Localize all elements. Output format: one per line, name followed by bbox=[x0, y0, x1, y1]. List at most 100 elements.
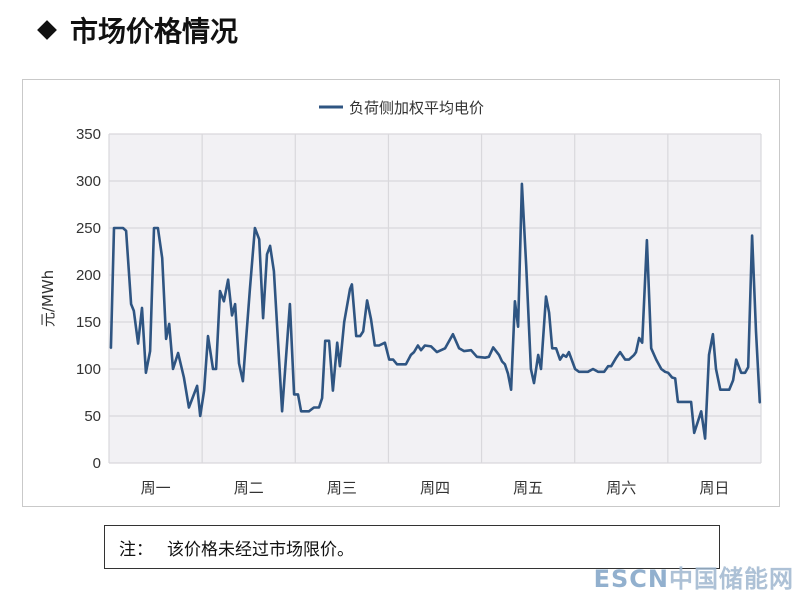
data-point bbox=[324, 340, 326, 342]
data-point bbox=[660, 368, 663, 370]
data-point bbox=[196, 385, 198, 387]
data-point bbox=[578, 371, 580, 373]
data-point bbox=[565, 355, 567, 358]
data-point bbox=[476, 355, 478, 358]
y-tick-label: 100 bbox=[76, 361, 101, 378]
data-point bbox=[168, 323, 170, 325]
data-point bbox=[559, 358, 561, 361]
data-point bbox=[313, 406, 315, 409]
data-point bbox=[751, 234, 753, 237]
data-point bbox=[199, 415, 202, 417]
data-point bbox=[693, 432, 696, 434]
data-point bbox=[378, 344, 380, 347]
data-point bbox=[633, 354, 635, 356]
data-point bbox=[537, 354, 540, 356]
data-point bbox=[242, 380, 244, 383]
data-point bbox=[281, 410, 283, 413]
data-point bbox=[667, 371, 670, 374]
data-point bbox=[234, 303, 236, 305]
watermark-logo: ESCN中国储能网 bbox=[594, 559, 794, 594]
data-point bbox=[740, 371, 743, 374]
data-point bbox=[362, 330, 365, 333]
data-point bbox=[507, 372, 509, 375]
data-point bbox=[332, 389, 334, 392]
data-point bbox=[351, 283, 353, 286]
data-point bbox=[321, 397, 323, 399]
data-point bbox=[664, 371, 666, 373]
data-point bbox=[359, 335, 361, 337]
page-title-text: 市场价格情况 bbox=[70, 15, 239, 48]
data-point bbox=[562, 354, 564, 356]
data-point bbox=[417, 344, 419, 347]
data-point bbox=[420, 349, 422, 352]
data-point bbox=[525, 264, 528, 267]
data-point bbox=[747, 366, 749, 368]
data-point bbox=[396, 363, 398, 366]
x-tick-label: 周三 bbox=[327, 479, 357, 497]
data-point bbox=[690, 401, 692, 403]
data-point bbox=[470, 349, 472, 352]
data-point bbox=[548, 311, 550, 314]
data-point bbox=[366, 299, 368, 302]
data-point bbox=[269, 245, 271, 247]
data-point bbox=[349, 288, 351, 290]
x-tick-label: 周五 bbox=[513, 479, 543, 497]
data-point bbox=[492, 346, 495, 349]
y-tick-label: 300 bbox=[76, 173, 101, 190]
data-point bbox=[551, 347, 554, 350]
data-point bbox=[744, 371, 746, 374]
data-point bbox=[444, 347, 446, 350]
data-point bbox=[141, 307, 143, 309]
data-point bbox=[424, 344, 426, 347]
data-point bbox=[510, 388, 512, 391]
data-point bbox=[212, 368, 214, 370]
data-point bbox=[635, 351, 637, 353]
legend-label: 负荷侧加权平均电价 bbox=[349, 99, 484, 117]
x-tick-label: 周二 bbox=[234, 479, 264, 497]
plot-area bbox=[109, 134, 761, 463]
data-point bbox=[704, 437, 706, 440]
data-point bbox=[628, 358, 630, 361]
data-point bbox=[452, 333, 454, 336]
data-point bbox=[615, 356, 618, 359]
data-point bbox=[607, 365, 609, 367]
data-point bbox=[484, 356, 486, 359]
data-point bbox=[700, 410, 703, 413]
x-tick-label: 周一 bbox=[141, 479, 171, 497]
data-point bbox=[568, 351, 570, 353]
data-point bbox=[145, 371, 147, 374]
data-point bbox=[592, 368, 594, 370]
data-point bbox=[370, 318, 372, 320]
data-point bbox=[405, 363, 407, 366]
data-point bbox=[430, 345, 432, 348]
data-point bbox=[249, 288, 251, 290]
data-point bbox=[732, 379, 734, 382]
data-point bbox=[355, 335, 358, 337]
data-point bbox=[308, 410, 310, 413]
data-point bbox=[149, 350, 151, 352]
data-point bbox=[610, 365, 612, 367]
data-point bbox=[262, 317, 264, 320]
data-point bbox=[203, 389, 205, 392]
data-point bbox=[650, 347, 652, 350]
data-point bbox=[110, 347, 112, 350]
data-point bbox=[188, 406, 190, 409]
series-line bbox=[109, 182, 762, 440]
data-point bbox=[735, 358, 737, 361]
y-axis-label: 元/MWh bbox=[39, 270, 57, 327]
data-point bbox=[177, 352, 179, 354]
data-point bbox=[436, 351, 438, 353]
data-point bbox=[545, 295, 547, 298]
data-point bbox=[339, 365, 341, 367]
data-point bbox=[183, 376, 185, 379]
data-point bbox=[646, 239, 648, 242]
data-point bbox=[530, 368, 532, 370]
data-point bbox=[318, 406, 320, 409]
data-point bbox=[328, 340, 330, 342]
data-point bbox=[597, 371, 599, 373]
data-point bbox=[122, 227, 124, 229]
data-point bbox=[293, 393, 295, 396]
data-point bbox=[638, 337, 640, 339]
data-point bbox=[343, 321, 345, 323]
data-point bbox=[137, 342, 139, 345]
